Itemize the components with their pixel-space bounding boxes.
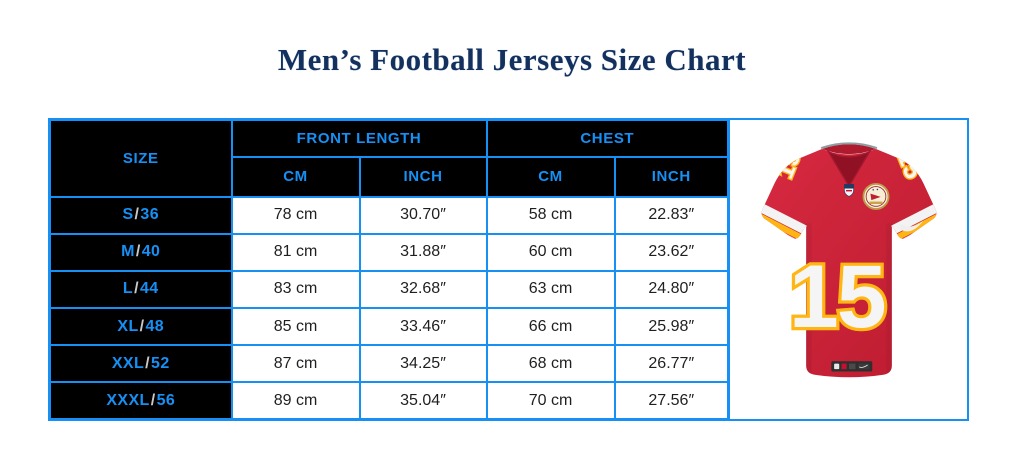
nike-swoosh-icon	[898, 220, 923, 231]
size-cell: XL/48	[48, 306, 233, 347]
size-number: 44	[139, 280, 159, 298]
front-length-cm-cell: 81 cm	[230, 232, 361, 272]
size-number: 52	[151, 354, 170, 372]
jersey-number: 15	[789, 245, 885, 345]
front-length-cm-cell: 87 cm	[230, 344, 361, 384]
size-name: L	[122, 280, 134, 298]
table-row: XXL/52 87 cm 34.25″ 68 cm 26.77″	[48, 344, 730, 384]
chest-inch-cell: 26.77″	[613, 344, 730, 384]
size-name: XL	[117, 317, 139, 335]
chest-inch-cell: 22.83″	[613, 195, 730, 235]
header-chest: CHEST	[485, 118, 730, 158]
jersey-image: 15 15	[761, 141, 936, 377]
chest-inch-cell: 27.56″	[613, 381, 730, 421]
table-row: S/36 78 cm 30.70″ 58 cm 22.83″	[48, 195, 730, 235]
front-length-inch-cell: 33.46″	[358, 306, 488, 347]
team-patch-icon	[862, 182, 889, 210]
size-chart-table: SIZE FRONT LENGTH CHEST CM INCH CM INCH …	[48, 118, 731, 421]
size-number: 48	[145, 317, 165, 335]
size-cell: XXXL/56	[48, 381, 233, 421]
size-separator: /	[134, 206, 140, 224]
subheader-front-cm: CM	[230, 155, 361, 198]
table-row: M/40 81 cm 31.88″ 60 cm 23.62″	[48, 232, 730, 272]
size-name: XXXL	[106, 391, 150, 409]
size-number: 36	[140, 206, 160, 224]
size-cell: S/36	[48, 195, 233, 235]
front-length-cm-cell: 85 cm	[230, 306, 361, 347]
size-number: 40	[141, 243, 161, 261]
front-length-cm-cell: 83 cm	[230, 269, 361, 309]
table-subheader-row: CM INCH CM INCH	[50, 155, 730, 198]
jersey-collar	[820, 141, 877, 188]
jersey-shading	[885, 222, 892, 375]
hem-tag	[830, 360, 872, 371]
chest-inch-cell: 25.98″	[613, 306, 730, 347]
front-length-cm-cell: 89 cm	[230, 381, 361, 421]
table-row: XL/48 85 cm 33.46″ 66 cm 25.98″	[48, 306, 730, 347]
chest-cm-cell: 68 cm	[485, 344, 616, 384]
size-number: 56	[156, 391, 176, 409]
chest-cm-cell: 63 cm	[485, 269, 616, 309]
nfl-shield-icon	[843, 183, 854, 197]
size-separator: /	[145, 354, 151, 372]
table-header-row: SIZE FRONT LENGTH CHEST	[48, 118, 730, 198]
front-length-inch-cell: 30.70″	[358, 195, 488, 235]
chest-cm-cell: 60 cm	[485, 232, 616, 272]
front-length-inch-cell: 32.68″	[358, 269, 488, 309]
page-title: Men’s Football Jerseys Size Chart	[277, 42, 747, 77]
front-length-inch-cell: 31.88″	[358, 232, 488, 272]
size-separator: /	[150, 391, 156, 409]
front-length-inch-cell: 34.25″	[358, 344, 488, 384]
jersey-shading	[805, 222, 812, 375]
size-separator: /	[135, 243, 141, 261]
size-cell: M/40	[48, 232, 233, 272]
size-name: XXL	[111, 354, 145, 372]
chest-cm-cell: 58 cm	[485, 195, 616, 235]
chest-cm-cell: 66 cm	[485, 306, 616, 347]
front-length-inch-cell: 35.04″	[358, 381, 488, 421]
subheader-front-inch: INCH	[358, 155, 488, 198]
size-cell: XXL/52	[48, 344, 233, 384]
header-front-length: FRONT LENGTH	[230, 118, 488, 158]
table-row: XXXL/56 89 cm 35.04″ 70 cm 27.56″	[48, 381, 730, 421]
size-separator: /	[139, 317, 145, 335]
chest-inch-cell: 23.62″	[613, 232, 730, 272]
size-cell: L/44	[48, 269, 233, 309]
size-separator: /	[134, 280, 139, 298]
front-length-cm-cell: 78 cm	[230, 195, 361, 235]
subheader-chest-inch: INCH	[613, 155, 730, 198]
header-size: SIZE	[48, 118, 233, 198]
collar-trim	[820, 141, 877, 149]
subheader-chest-cm: CM	[485, 155, 616, 198]
jersey-panel: 15 15	[728, 118, 969, 421]
chest-cm-cell: 70 cm	[485, 381, 616, 421]
size-name: M	[121, 243, 135, 261]
table-row: L/44 83 cm 32.68″ 63 cm 24.80″	[48, 269, 730, 309]
chest-inch-cell: 24.80″	[613, 269, 730, 309]
size-name: S	[122, 206, 134, 224]
